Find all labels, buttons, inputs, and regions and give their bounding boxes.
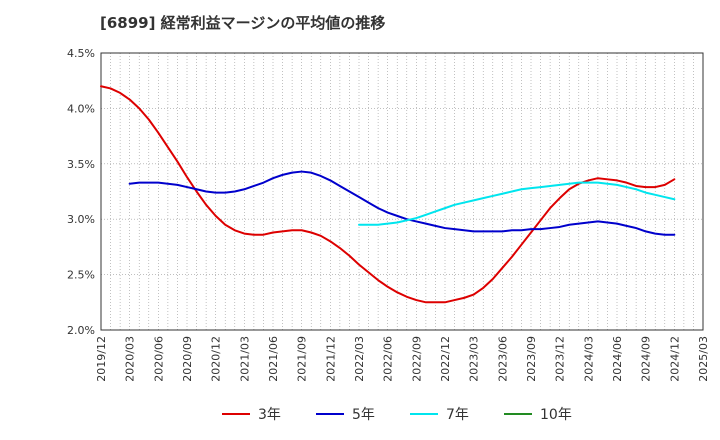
x-tick-label: 2023/06 — [496, 336, 509, 382]
y-tick-label: 4.0% — [67, 102, 95, 115]
y-tick-label: 4.5% — [67, 47, 95, 60]
y-tick-label: 3.0% — [67, 213, 95, 226]
y-tick-label: 3.5% — [67, 158, 95, 171]
grid-lines — [100, 52, 704, 331]
x-tick-label: 2021/03 — [238, 336, 251, 382]
x-tick-label: 2022/12 — [439, 336, 452, 382]
series-lines — [100, 85, 676, 304]
x-tick-label: 2024/03 — [582, 336, 595, 382]
y-tick-label: 2.0% — [67, 324, 95, 337]
legend-item: 3年 — [222, 402, 281, 426]
plot-frame — [100, 52, 704, 331]
x-tick-label: 2020/03 — [124, 336, 137, 382]
x-tick-label: 2023/12 — [554, 336, 567, 382]
legend-swatch — [222, 413, 250, 415]
x-tick-label: 2021/06 — [267, 336, 280, 382]
series-line-2 — [128, 170, 676, 236]
x-axis-ticks: 2019/12 2020/03 2020/06 2020/09 2020/12 2021/… — [95, 336, 710, 382]
x-tick-label: 2020/09 — [181, 336, 194, 382]
legend-item: 7年 — [410, 402, 469, 426]
series-line-1 — [100, 85, 676, 304]
legend-swatch — [410, 413, 438, 415]
x-tick-label: 2020/12 — [210, 336, 223, 382]
legend-label: 3年 — [258, 407, 281, 423]
x-tick-label: 2024/09 — [640, 336, 653, 382]
legend-label: 10年 — [540, 407, 572, 423]
x-tick-label: 2024/06 — [611, 336, 624, 382]
x-tick-label: 2019/12 — [95, 336, 108, 382]
x-tick-label: 2022/03 — [353, 336, 366, 382]
legend-swatch — [504, 413, 532, 415]
legend: 3年 5年 7年 10年 — [0, 402, 720, 426]
series-line-3 — [358, 181, 676, 226]
x-tick-label: 2022/09 — [410, 336, 423, 382]
y-tick-label: 2.5% — [67, 269, 95, 282]
x-tick-label: 2020/06 — [152, 336, 165, 382]
y-axis-ticks: 2.0% 2.5% 3.0% 3.5% 4.0% 4.5% — [67, 47, 95, 337]
x-tick-label: 2025/03 — [697, 336, 710, 382]
legend-label: 5年 — [352, 407, 375, 423]
x-tick-label: 2023/03 — [468, 336, 481, 382]
legend-swatch — [316, 413, 344, 415]
chart-title: [6899] 経常利益マージンの平均値の推移 — [100, 14, 386, 32]
x-tick-label: 2024/12 — [668, 336, 681, 382]
legend-label: 7年 — [446, 407, 469, 423]
x-tick-label: 2021/09 — [296, 336, 309, 382]
x-tick-label: 2021/12 — [324, 336, 337, 382]
legend-item: 5年 — [316, 402, 375, 426]
x-tick-label: 2023/09 — [525, 336, 538, 382]
legend-item: 10年 — [504, 402, 572, 426]
x-tick-label: 2022/06 — [382, 336, 395, 382]
